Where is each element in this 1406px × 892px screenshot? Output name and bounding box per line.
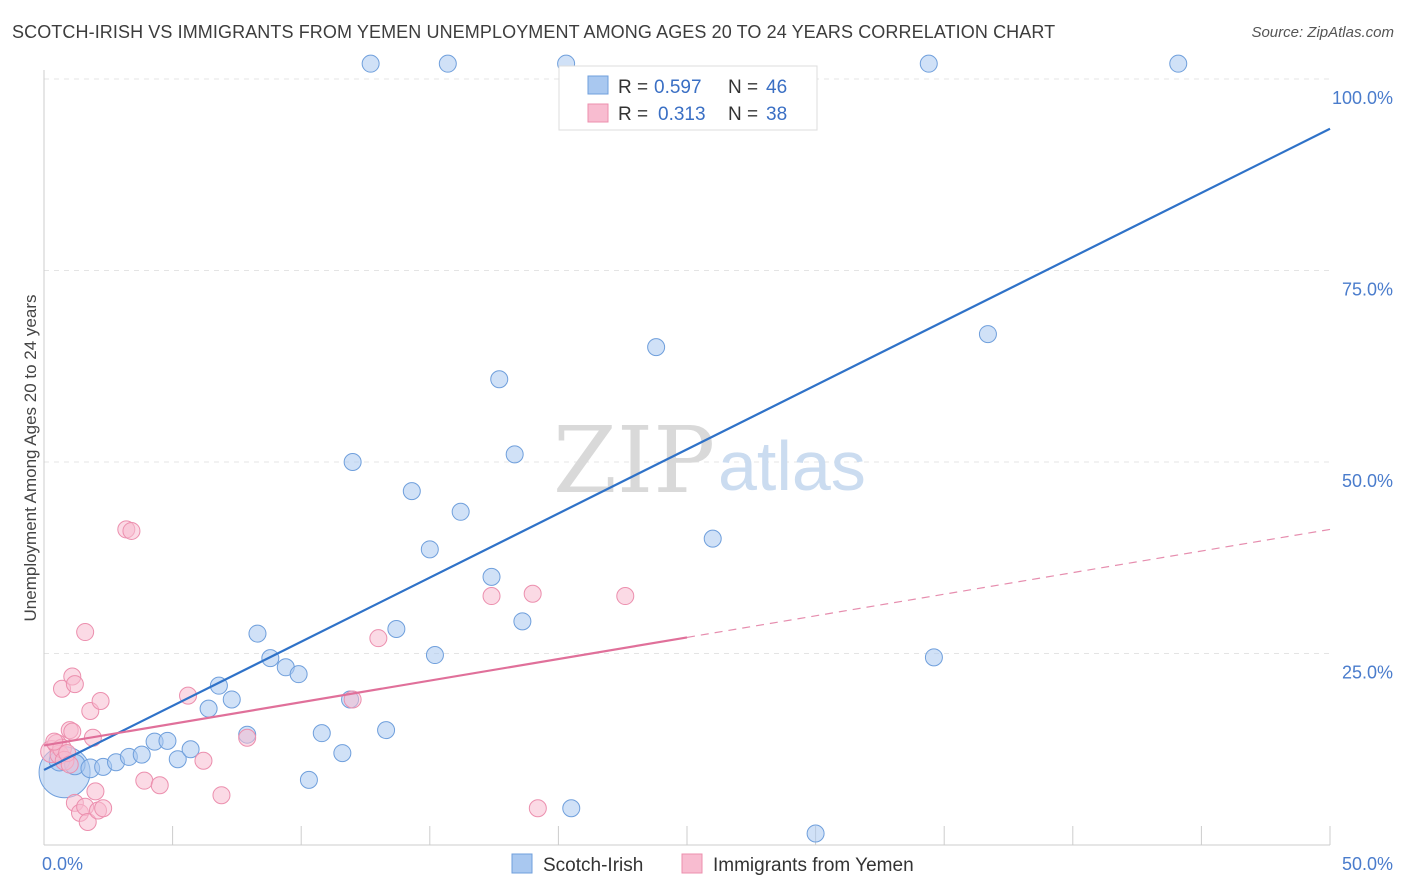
scotch-irish-point-21 — [312, 724, 331, 743]
y-tick-label-25: 25.0% — [1342, 663, 1393, 683]
scotch-irish-point-20 — [299, 770, 318, 789]
legend-n-value-1: 46 — [766, 77, 787, 98]
legend-r-label-1: R = — [618, 77, 648, 98]
scotch-irish-point-33 — [505, 445, 524, 464]
y-tick-label-100: 100.0% — [1332, 88, 1393, 108]
scotch-irish-point-28 — [420, 540, 439, 559]
grid-lines — [44, 78, 1330, 654]
scotch-irish-point-29 — [425, 646, 444, 665]
yemen-point-15 — [78, 813, 97, 832]
watermark-zip: ZIP — [553, 407, 715, 514]
yemen-trend-extension — [686, 528, 1331, 639]
yemen-point-24 — [122, 521, 141, 540]
legend-swatch-scotch-irish — [587, 75, 609, 95]
yemen-point-34 — [523, 584, 542, 603]
yemen-point-9 — [65, 675, 84, 694]
yemen-point-32 — [369, 629, 388, 648]
yemen-trend-line — [43, 636, 688, 747]
scotch-irish-point-44 — [919, 54, 938, 73]
scotch-irish-point-16 — [248, 624, 267, 643]
scotch-irish-point-41 — [361, 54, 380, 73]
scotch-irish-point-45 — [1169, 54, 1188, 73]
yemen-point-29 — [212, 786, 231, 805]
legend-n-label-1: N = — [728, 77, 758, 98]
yemen-point-22 — [94, 799, 113, 818]
legend-swatch-yemen — [587, 103, 609, 123]
yemen-point-35 — [528, 799, 547, 818]
scotch-irish-point-14 — [222, 690, 241, 709]
scotch-irish-trend-line — [43, 127, 1331, 771]
yemen-point-33 — [482, 587, 501, 606]
yemen-point-28 — [194, 751, 213, 770]
scotch-irish-point-35 — [562, 799, 581, 818]
yemen-point-26 — [150, 776, 169, 795]
chart-title: SCOTCH-IRISH VS IMMIGRANTS FROM YEMEN UN… — [12, 22, 1056, 42]
x-tick-label-min: 0.0% — [42, 854, 83, 874]
bottom-legend-swatch-yemen — [681, 853, 703, 874]
watermark-atlas: atlas — [718, 427, 866, 505]
source-credit: Source: ZipAtlas.com — [1251, 24, 1394, 41]
yemen-point-25 — [135, 771, 154, 790]
scotch-irish-point-12 — [199, 699, 218, 718]
yemen-point-19 — [86, 782, 105, 801]
x-tick-label-max: 50.0% — [1342, 854, 1393, 874]
scotch-irish-point-36 — [647, 338, 666, 357]
scotch-irish-point-9 — [158, 731, 177, 750]
yemen-point-36 — [616, 587, 635, 606]
legend-r-value-1: 0.597 — [654, 77, 702, 98]
correlation-legend: R = 0.597 N = 46 R = 0.313 N = 38 — [558, 65, 818, 131]
scotch-irish-point-11 — [181, 740, 200, 759]
scotch-irish-point-42 — [438, 54, 457, 73]
scotch-irish-point-30 — [451, 502, 470, 521]
y-axis-label: Unemployment Among Ages 20 to 24 years — [21, 295, 40, 622]
scotch-irish-point-32 — [490, 370, 509, 389]
scotch-irish-point-37 — [703, 529, 722, 548]
watermark: ZIP atlas — [553, 407, 866, 514]
scotch-irish-point-39 — [924, 648, 943, 667]
scotch-irish-point-27 — [402, 482, 421, 501]
axes — [43, 70, 1331, 846]
yemen-point-30 — [238, 728, 257, 747]
legend-n-label-2: N = — [728, 104, 758, 125]
yemen-point-16 — [76, 623, 95, 642]
legend-r-value-2: 0.313 — [658, 104, 706, 125]
scotch-irish-point-19 — [289, 665, 308, 684]
legend-r-label-2: R = — [618, 104, 648, 125]
yemen-point-6 — [60, 755, 79, 774]
scotch-irish-point-24 — [343, 453, 362, 471]
scotch-irish-point-40 — [978, 325, 997, 344]
series-legend: Scotch-Irish Immigrants from Yemen — [511, 853, 914, 876]
scotch-irish-point-25 — [377, 721, 396, 740]
yemen-point-11 — [63, 722, 82, 741]
scotch-irish-point-22 — [333, 744, 352, 763]
bottom-legend-label-scotch-irish: Scotch-Irish — [543, 855, 643, 876]
y-tick-label-75: 75.0% — [1342, 280, 1393, 300]
trend-lines — [43, 127, 1331, 771]
scotch-irish-point-34 — [513, 612, 532, 631]
scotch-irish-point-26 — [387, 619, 406, 638]
scotch-irish-point-7 — [132, 745, 151, 764]
bottom-legend-label-yemen: Immigrants from Yemen — [713, 855, 914, 876]
bottom-legend-swatch-scotch-irish — [511, 853, 533, 874]
scotch-irish-point-10 — [168, 750, 187, 769]
yemen-point-21 — [91, 691, 110, 710]
legend-n-value-2: 38 — [766, 104, 787, 125]
scotch-irish-point-31 — [482, 567, 501, 586]
tick-labels: 25.0% 50.0% 75.0% 100.0% 0.0% 50.0% — [42, 88, 1393, 874]
y-tick-label-50: 50.0% — [1342, 471, 1393, 491]
scotch-irish-point-38 — [806, 824, 825, 843]
